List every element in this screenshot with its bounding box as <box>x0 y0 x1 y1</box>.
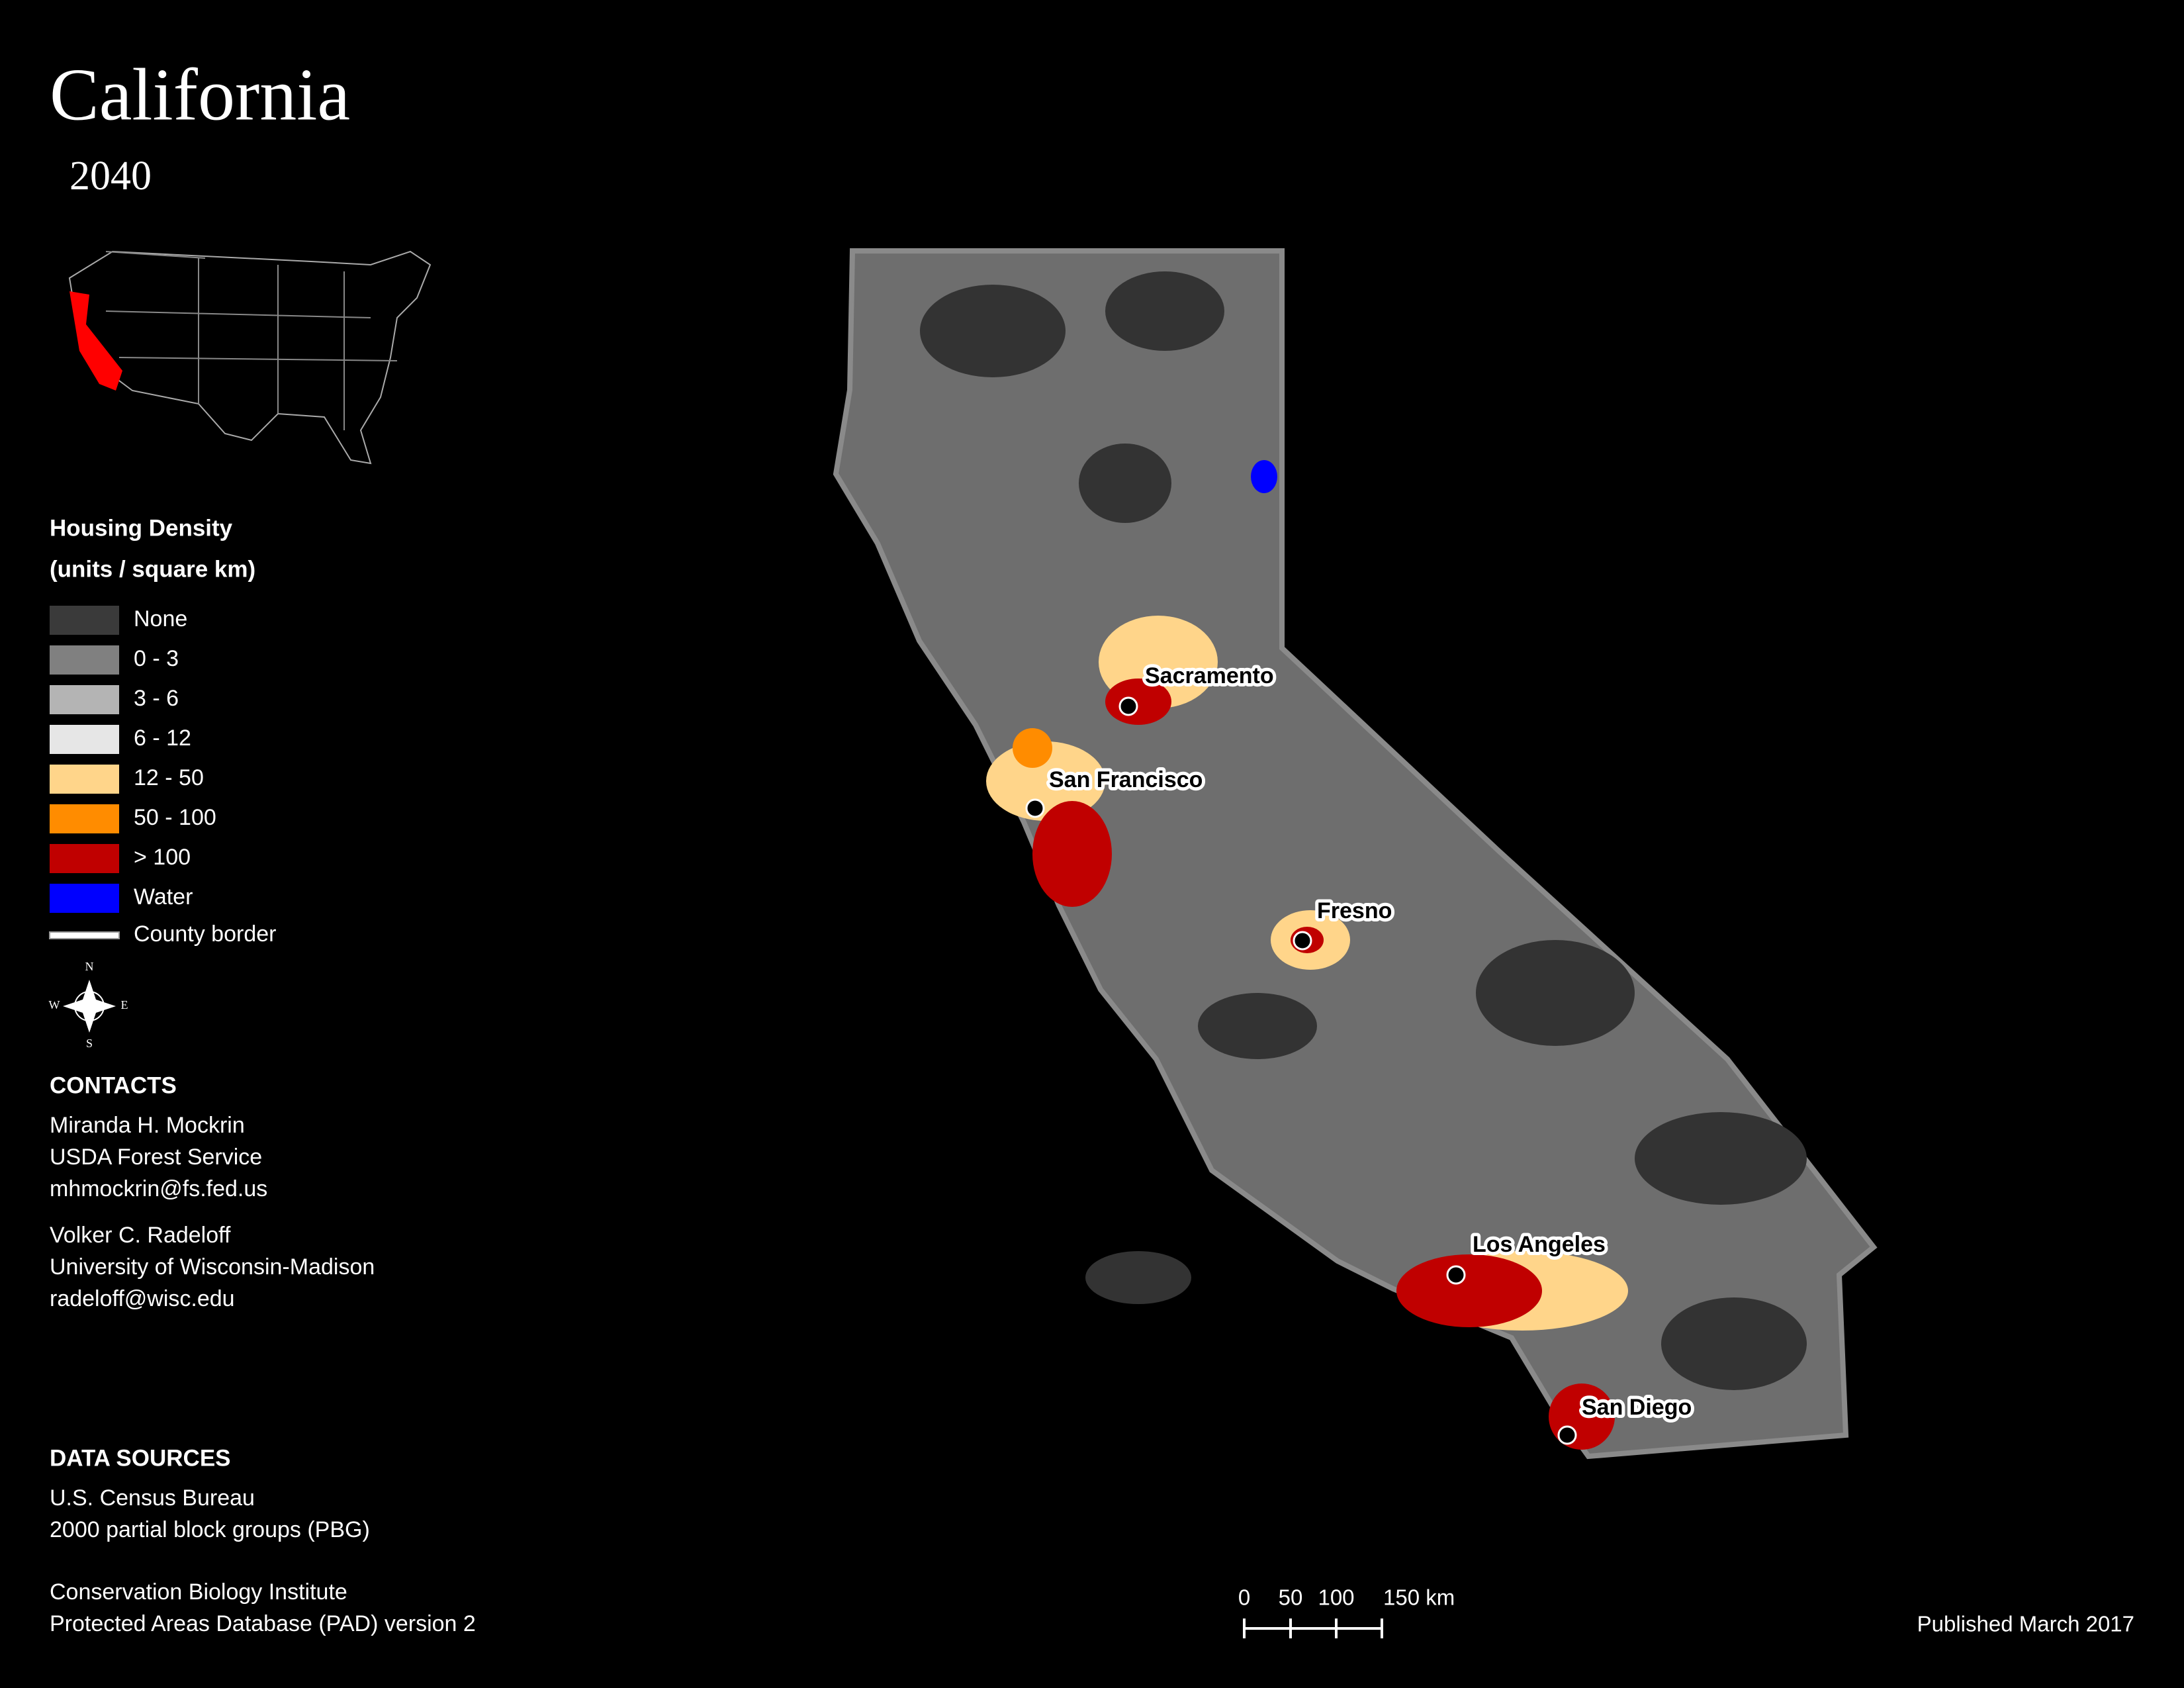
scale-label: 100 <box>1318 1585 1354 1610</box>
compass-s: S <box>86 1037 93 1050</box>
legend-label: 3 - 6 <box>134 686 179 711</box>
source-line: Conservation Biology Institute <box>50 1579 347 1605</box>
legend-border-swatch <box>49 931 120 939</box>
legend-swatch <box>50 685 119 714</box>
compass-w: W <box>49 998 60 1011</box>
cities: Sacramento San Francisco Fresno Los Angeles… <box>1025 660 1695 1445</box>
legend-swatch <box>50 884 119 913</box>
undeveloped-areas <box>920 271 1807 1390</box>
city-label: San Diego <box>1582 1395 1692 1420</box>
legend-swatch <box>50 645 119 675</box>
contact-line: Miranda H. Mockrin <box>50 1113 245 1138</box>
contact-line: radeloff@wisc.edu <box>50 1286 235 1311</box>
city-label: Sacramento <box>1145 663 1274 688</box>
contact-line: Volker C. Radeloff <box>50 1223 231 1248</box>
city-marker <box>1118 696 1138 716</box>
city-marker <box>1446 1265 1466 1285</box>
california-highlight <box>69 291 122 391</box>
title: California <box>50 54 350 136</box>
scale-label: 0 <box>1238 1585 1250 1610</box>
legend-label: 0 - 3 <box>134 646 179 671</box>
state-lines <box>105 251 398 430</box>
contact-line: mhmockrin@fs.fed.us <box>50 1176 267 1201</box>
compass: N W E S <box>49 960 128 1050</box>
locator-map <box>68 250 432 465</box>
legend-label: None <box>134 606 187 632</box>
legend-units: (units / square km) <box>50 556 255 582</box>
legend-swatch <box>50 725 119 754</box>
legend-swatch <box>50 804 119 833</box>
legend-swatch <box>50 606 119 635</box>
contacts-heading: CONTACTS <box>50 1072 177 1098</box>
compass-n: N <box>85 960 94 973</box>
scale-label: 50 <box>1279 1585 1303 1610</box>
scale-bar: 0 50 100 150 km <box>1238 1585 1455 1638</box>
contact-line: USDA Forest Service <box>50 1145 262 1170</box>
state-shape <box>833 248 1878 1460</box>
scale-label: 150 km <box>1383 1585 1455 1610</box>
subtitle: 2040 <box>69 154 152 199</box>
legend: Housing Density (units / square km) None… <box>49 515 276 947</box>
legend-swatch <box>50 844 119 873</box>
us-outline <box>68 250 432 465</box>
compass-ring <box>74 991 105 1021</box>
info-text: Miranda H. Mockrin USDA Forest Service mhm… <box>50 1113 476 1636</box>
legend-label: > 100 <box>134 845 191 870</box>
legend-label: 6 - 12 <box>134 726 191 751</box>
legend-label: County border <box>134 921 276 947</box>
published-note: Published March 2017 <box>1917 1612 2134 1636</box>
legend-label: Water <box>134 884 193 910</box>
source-line: Protected Areas Database (PAD) version 2 <box>50 1611 476 1636</box>
city-marker <box>1293 931 1312 951</box>
legend-swatch <box>50 765 119 794</box>
contact-line: University of Wisconsin-Madison <box>50 1254 375 1280</box>
compass-rose <box>63 980 116 1033</box>
city-label: Los Angeles <box>1473 1232 1606 1257</box>
city-marker <box>1025 798 1045 818</box>
source-line: 2000 partial block groups (PBG) <box>50 1517 370 1542</box>
data-sources-heading: DATA SOURCES <box>50 1445 231 1471</box>
city-marker <box>1557 1425 1577 1445</box>
city-label: Fresno <box>1317 898 1392 923</box>
city-label: San Francisco <box>1049 767 1203 792</box>
compass-e: E <box>121 998 128 1011</box>
legend-label: 50 - 100 <box>134 805 216 830</box>
legend-title: Housing Density <box>50 515 233 541</box>
scale-bar-line <box>1243 1618 1383 1638</box>
legend-label: 12 - 50 <box>134 765 204 790</box>
source-line: U.S. Census Bureau <box>50 1485 255 1511</box>
